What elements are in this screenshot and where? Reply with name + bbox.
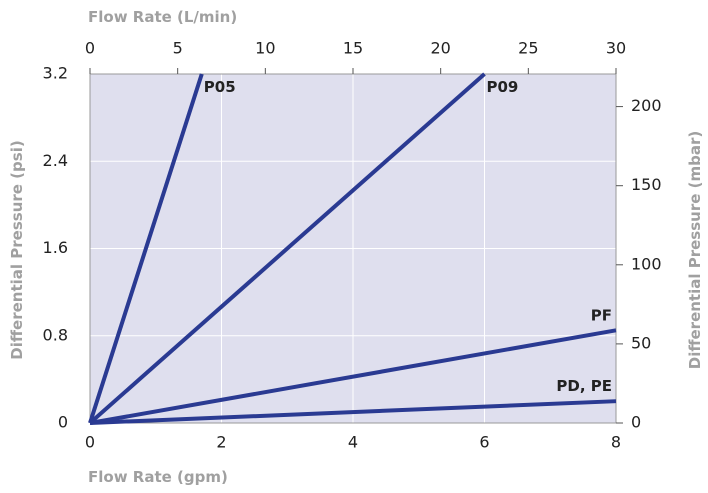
series-label-1: P09: [487, 78, 519, 96]
series-line-1: [88, 72, 486, 425]
y-left-tick-label-1: 0.8: [43, 325, 68, 344]
series-label-0: P05: [204, 78, 236, 96]
series-label-3: PD, PE: [556, 377, 612, 395]
x-top-tick-label-1: 5: [173, 39, 183, 58]
series-labels: P05 P09 PF PD, PE: [204, 78, 612, 395]
x-top-tick-label-0: 0: [85, 39, 95, 58]
x-bottom-tick-label-0: 0: [85, 433, 95, 452]
series-line-2: [89, 328, 617, 425]
x-top-tick-label-5: 25: [518, 39, 538, 58]
series-lines: [88, 72, 617, 425]
x-bottom-tick-label-3: 6: [479, 433, 489, 452]
series-line-0: [88, 73, 204, 424]
y-right-tick-label-1: 50: [631, 333, 651, 352]
series-line-3: [89, 399, 617, 425]
y-left-tick-label-3: 2.4: [43, 151, 68, 170]
y-right-axis-title: Differential Pressure (mbar): [686, 131, 704, 369]
y-left-tick-label-0: 0: [58, 413, 68, 432]
y-right-tick-label-0: 0: [631, 413, 641, 432]
y-right-tick-label-2: 100: [631, 254, 662, 273]
x-bottom-tick-label-2: 4: [348, 433, 358, 452]
y-left-axis-title: Differential Pressure (psi): [8, 140, 26, 359]
x-top-tick-label-2: 10: [255, 39, 275, 58]
x-bottom-tick-label-4: 8: [611, 433, 621, 452]
y-left-tick-label-4: 3.2: [43, 64, 68, 83]
axes: [89, 68, 623, 424]
x-top-axis-title: Flow Rate (L/min): [88, 8, 237, 26]
x-top-tick-label-3: 15: [343, 39, 363, 58]
y-left-tick-label-2: 1.6: [43, 238, 68, 257]
series-label-2: PF: [591, 306, 612, 324]
x-top-tick-label-6: 30: [606, 39, 626, 58]
x-top-tick-label-4: 20: [430, 39, 450, 58]
tick-labels: 0 2 4 6 80 5 10 15 20 25 3000.81.62.43.20501001502…: [43, 39, 662, 452]
y-right-tick-label-4: 200: [631, 96, 662, 115]
y-right-tick-label-3: 150: [631, 175, 662, 194]
x-bottom-axis-title: Flow Rate (gpm): [88, 468, 228, 486]
x-bottom-tick-label-1: 2: [216, 433, 226, 452]
